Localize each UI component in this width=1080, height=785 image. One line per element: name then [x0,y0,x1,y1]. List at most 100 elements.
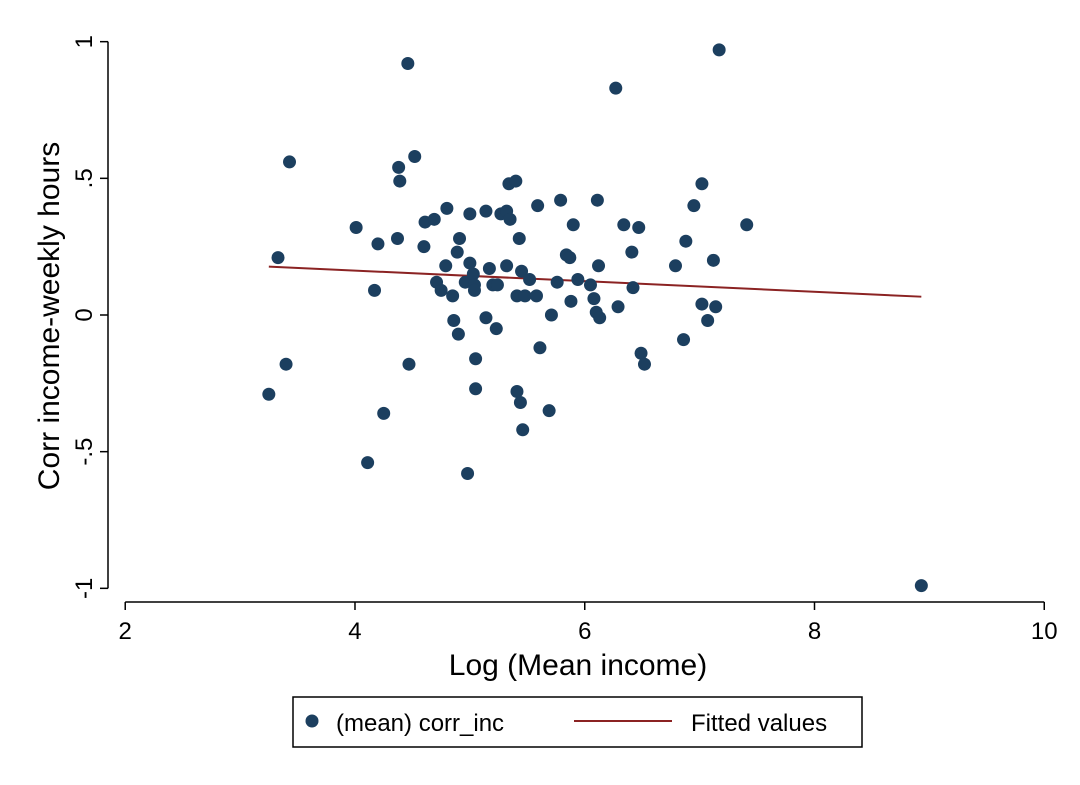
scatter-point [453,231,467,245]
scatter-point [668,259,682,273]
scatter-point [554,193,568,207]
legend-marker-scatter [305,714,319,728]
x-axis-ticks: 2 4 6 8 10 [119,602,1058,645]
scatter-point [368,283,382,297]
scatter-point [447,313,461,327]
y-tick-label: 0 [71,308,98,321]
legend-label-fit: Fitted values [691,710,827,737]
scatter-point [401,57,415,71]
scatter-point [451,327,465,341]
scatter-point [482,262,496,276]
legend: (mean) corr_inc Fitted values [292,696,863,748]
scatter-point [712,43,726,57]
scatter-point [593,311,607,325]
scatter-point [695,177,709,191]
scatter-point [392,160,406,174]
scatter-point [518,289,532,303]
scatter-point [625,245,639,259]
x-tick-label: 4 [348,618,361,645]
scatter-point [434,283,448,297]
y-axis-ticks: -1 -.5 0 .5 1 [71,35,108,599]
scatter-point [461,467,475,481]
scatter-point [542,404,556,418]
scatter-point [695,297,709,311]
scatter-point [512,231,526,245]
scatter-point [509,174,523,188]
scatter-point [402,357,416,371]
scatter-point [489,322,503,336]
scatter-point [529,289,543,303]
scatter-point [490,278,504,292]
scatter-point [617,218,631,232]
scatter-point [466,267,480,281]
y-tick-label: 1 [71,35,98,48]
scatter-point [566,218,580,232]
scatter-point [632,221,646,235]
scatter-point [550,275,564,289]
scatter-point [469,382,483,396]
scatter-point [701,313,715,327]
x-tick-label: 10 [1031,618,1058,645]
scatter-point [349,221,363,235]
scatter-point [417,240,431,254]
scatter-point [262,387,276,401]
scatter-point [590,193,604,207]
scatter-point [408,149,422,163]
scatter-point [271,251,285,265]
scatter-point [450,245,464,259]
scatter-point [463,207,477,221]
scatter-point [677,333,691,347]
scatter-point [393,174,407,188]
scatter-point [439,259,453,273]
scatter-point [446,289,460,303]
scatter-point [587,292,601,306]
x-tick-label: 6 [578,618,591,645]
scatter-point [479,204,493,218]
scatter-point [427,212,441,226]
scatter-point [283,155,297,169]
scatter-point [371,237,385,251]
scatter-point [687,199,701,213]
scatter-point [279,357,293,371]
y-tick-label: -1 [71,578,98,599]
scatter-points-layer [262,43,928,593]
scatter-point [440,201,454,215]
scatter-point [679,234,693,248]
scatter-point [626,281,640,295]
scatter-point [592,259,606,273]
scatter-point [609,81,623,95]
scatter-point [544,308,558,322]
scatter-point [571,272,585,286]
scatter-point [361,456,375,470]
scatter-point [377,406,391,420]
x-tick-label: 8 [808,618,821,645]
scatter-point [706,253,720,267]
scatter-point [740,218,754,232]
scatter-point [515,264,529,278]
y-axis-title: Corr income-weekly hours [33,142,66,490]
legend-label-scatter: (mean) corr_inc [336,710,504,737]
y-tick-label: .5 [71,168,98,188]
scatter-point [500,259,514,273]
scatter-point [390,231,404,245]
y-tick-label: -.5 [71,438,98,466]
scatter-point [463,256,477,270]
x-tick-label: 2 [119,618,132,645]
scatter-point [513,395,527,409]
scatter-point [583,278,597,292]
plot-area: -1 -.5 0 .5 1 2 4 6 8 10 [71,35,1058,645]
scatter-point [503,212,517,226]
x-axis-title: Log (Mean income) [449,649,707,682]
scatter-point [564,294,578,308]
scatter-point [611,300,625,314]
scatter-point [516,423,530,437]
scatter-point [467,283,481,297]
scatter-point [479,311,493,325]
scatter-point [469,352,483,366]
scatter-point [531,199,545,213]
scatter-point [914,579,928,593]
scatter-point [709,300,723,314]
scatter-point [510,385,524,399]
scatter-point [533,341,547,355]
